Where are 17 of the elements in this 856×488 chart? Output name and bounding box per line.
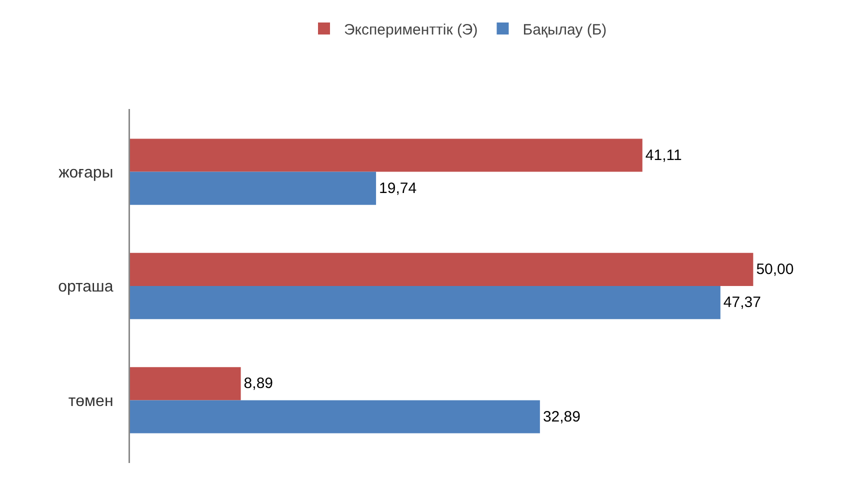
data-label: 41,11 <box>645 146 682 164</box>
data-label: 8,89 <box>244 375 274 392</box>
data-label: 19,74 <box>379 180 417 197</box>
legend-label: Эксперименттік (Э) <box>344 21 478 38</box>
legend-label: Бақылау (Б) <box>522 21 607 38</box>
bar <box>130 400 540 434</box>
bar <box>130 286 720 320</box>
data-label: 50,00 <box>756 260 794 278</box>
bar <box>130 367 241 400</box>
bar <box>130 138 642 172</box>
data-label: 47,37 <box>723 294 761 312</box>
bar <box>130 172 376 205</box>
y-tick-label: жоғары <box>58 164 114 182</box>
y-tick-label: орташа <box>58 278 114 296</box>
y-tick-label: төмен <box>68 392 114 410</box>
bar <box>130 252 754 286</box>
data-label: 32,89 <box>542 408 580 426</box>
